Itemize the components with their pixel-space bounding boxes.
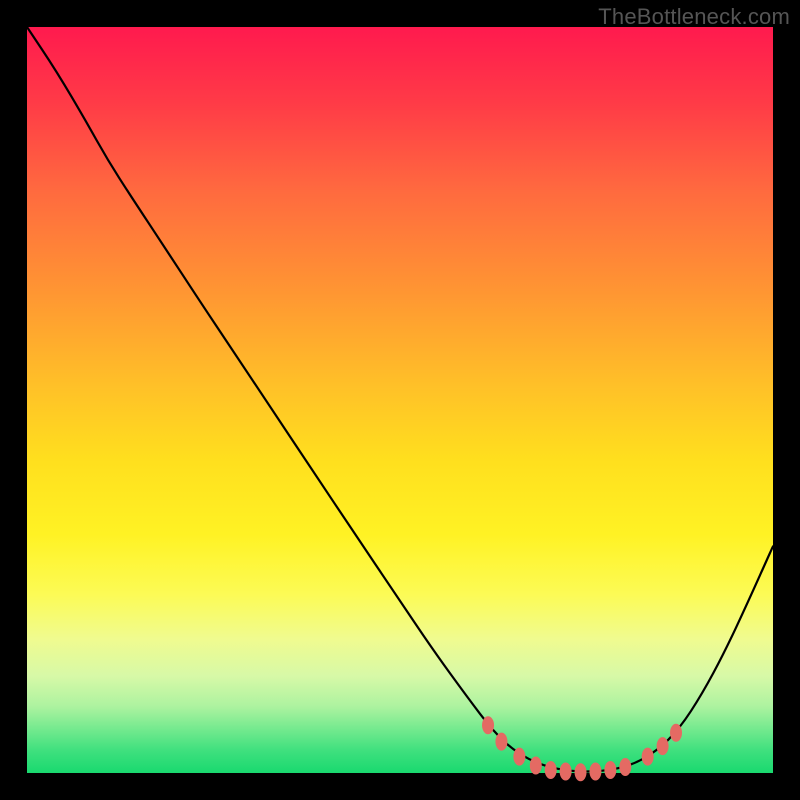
watermark-label: TheBottleneck.com <box>598 4 790 30</box>
curve-marker <box>530 757 542 775</box>
curve-marker <box>642 748 654 766</box>
curve-marker <box>482 716 494 734</box>
curve-marker <box>513 748 525 766</box>
bottleneck-curve-chart <box>0 0 800 800</box>
curve-marker <box>495 733 507 751</box>
curve-marker <box>604 761 616 779</box>
curve-marker <box>545 761 557 779</box>
curve-marker <box>670 724 682 742</box>
curve-marker <box>560 763 572 781</box>
curve-marker <box>589 763 601 781</box>
chart-background <box>27 27 773 773</box>
chart-container: { "watermark": "TheBottleneck.com", "cha… <box>0 0 800 800</box>
curve-marker <box>657 737 669 755</box>
curve-marker <box>619 758 631 776</box>
curve-marker <box>575 763 587 781</box>
